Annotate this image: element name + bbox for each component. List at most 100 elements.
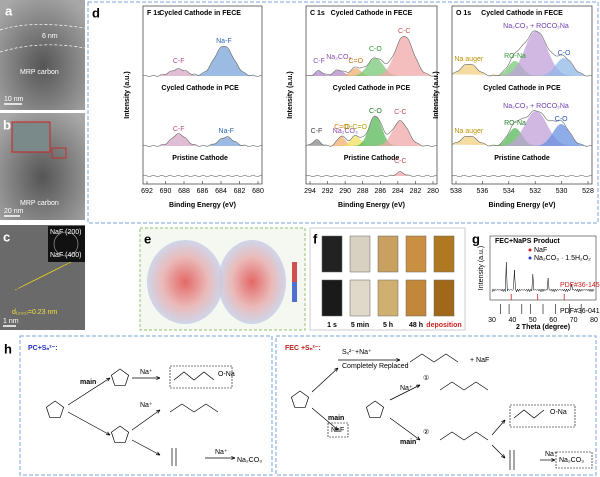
reaction-arrow xyxy=(491,419,506,436)
x-tick-label: 690 xyxy=(160,188,172,195)
time-label: 1 s xyxy=(327,322,337,329)
note-label: Completely Replaced xyxy=(342,363,409,370)
arrow-head xyxy=(501,454,506,459)
bracket xyxy=(509,450,515,470)
chain xyxy=(169,403,219,413)
vial xyxy=(433,279,455,317)
reaction-arrow xyxy=(131,439,161,456)
fitted-peak xyxy=(452,136,592,146)
panel-label: g xyxy=(472,231,480,246)
x-tick-label: 294 xyxy=(304,188,316,195)
vial xyxy=(377,279,399,317)
time-label: 48 h xyxy=(409,322,423,329)
x-tick-label: 284 xyxy=(392,188,404,195)
y-axis-label: Intensity (a.u.) xyxy=(433,71,440,118)
peak-label: Na₂CO₃ + ROCO₂Na xyxy=(503,23,569,30)
x-axis-label: Binding Energy (eV) xyxy=(169,202,236,209)
x-tick-label: 60 xyxy=(549,317,557,324)
scheme-title: PC+Sₙ²⁻: xyxy=(28,345,58,352)
arrow-head xyxy=(105,431,111,436)
chain xyxy=(409,353,459,363)
spectrum xyxy=(451,30,593,77)
spectrum xyxy=(142,175,263,177)
panel-label: c xyxy=(3,229,10,244)
arrow-head xyxy=(416,436,421,441)
fitted-peak xyxy=(143,134,262,146)
panel-label: a xyxy=(5,3,13,18)
x-tick-label: 692 xyxy=(141,188,153,195)
panel-label: e xyxy=(144,231,151,246)
row-title: Cycled Cathode in PCE xyxy=(483,85,561,92)
arrow-head xyxy=(396,358,401,362)
peak-label: C-F xyxy=(173,58,185,65)
peak-label: RO-Na xyxy=(504,120,526,127)
spectrum xyxy=(305,171,438,177)
reaction-arrow xyxy=(311,407,339,431)
side-product: + NaF xyxy=(470,357,489,364)
x-tick-label: 70 xyxy=(570,317,578,324)
legend-marker xyxy=(528,248,532,252)
byproduct-label: NaF xyxy=(331,427,344,434)
legend-marker xyxy=(528,256,532,260)
fitted-peak xyxy=(452,58,592,76)
reaction-arrow xyxy=(389,417,421,441)
tem-image xyxy=(0,0,85,110)
peak-label: C-O xyxy=(369,108,382,115)
x-axis-label: Binding Energy (eV) xyxy=(338,202,405,209)
row-title: Cycled Cathode in PCE xyxy=(161,85,239,92)
subpanel-title: O 1s xyxy=(456,10,471,17)
fitted-peak xyxy=(306,116,437,146)
fitted-peak xyxy=(143,137,262,146)
y-axis-label: Intensity (a.u.) xyxy=(478,246,485,290)
x-tick-label: 688 xyxy=(178,188,190,195)
peak-label: C-O xyxy=(558,50,571,57)
path-number: ② xyxy=(423,428,429,436)
peak-label: RO-Na xyxy=(504,53,526,60)
reaction-arrow xyxy=(311,367,339,393)
y-axis-label: Intensity (a.u.) xyxy=(124,71,131,118)
spectrum xyxy=(451,175,593,177)
row-title: Cycled Cathode in PCE xyxy=(333,85,411,92)
x-tick-label: 536 xyxy=(477,188,489,195)
x-tick-label: 532 xyxy=(529,188,541,195)
arrow-head xyxy=(334,426,339,431)
peak-label: C-O xyxy=(369,46,382,53)
x-tick-label: 40 xyxy=(509,317,517,324)
panel-label: d xyxy=(92,5,100,20)
spectrum xyxy=(305,36,438,77)
row-title: Cycled Cathode in FECE xyxy=(481,10,563,17)
bracket xyxy=(171,448,177,466)
color-bar xyxy=(292,282,297,302)
row-title: Cycled Cathode in FECE xyxy=(331,10,413,17)
peak-label: Na₂CO₃ xyxy=(333,128,358,135)
row-title: Cycled Cathode in FECE xyxy=(159,10,241,17)
legend-label: Na₂CO₃ · 1.5H₂O₂ xyxy=(534,255,591,262)
reference-label: PDF#36-0418 xyxy=(560,308,600,315)
highlight-box xyxy=(555,451,593,469)
peak-label: Na auger xyxy=(454,56,483,63)
row-title: Pristine Cathode xyxy=(494,155,550,162)
vial xyxy=(377,235,399,273)
thickness-label: 6 nm xyxy=(42,33,58,40)
x-axis-label: Binding Energy (eV) xyxy=(489,202,556,209)
esp-surface xyxy=(147,240,223,324)
cation-label: Na⁺ xyxy=(545,451,558,458)
lattice-fringe xyxy=(34,259,76,281)
x-tick-label: 538 xyxy=(450,188,462,195)
product-label: Na₂CO₃ xyxy=(559,457,584,464)
reaction-arrow xyxy=(67,411,111,436)
spectrum xyxy=(142,133,263,147)
peak-label: C-C xyxy=(394,158,406,165)
reaction-arrow xyxy=(67,377,111,406)
spectrum xyxy=(305,115,438,147)
x-tick-label: 80 xyxy=(590,317,598,324)
peak-label: Na-F xyxy=(219,128,235,135)
group-label: O-Na xyxy=(550,409,567,416)
saed-label: NaF (400) xyxy=(50,252,82,259)
arrow-head xyxy=(105,377,111,382)
xrd-pattern xyxy=(491,261,595,293)
lattice-label: d₍₂₀₀₎=0.23 nm xyxy=(12,309,57,316)
panel-label: b xyxy=(3,117,11,132)
interface-line xyxy=(0,24,86,31)
arrow-head xyxy=(501,419,506,424)
